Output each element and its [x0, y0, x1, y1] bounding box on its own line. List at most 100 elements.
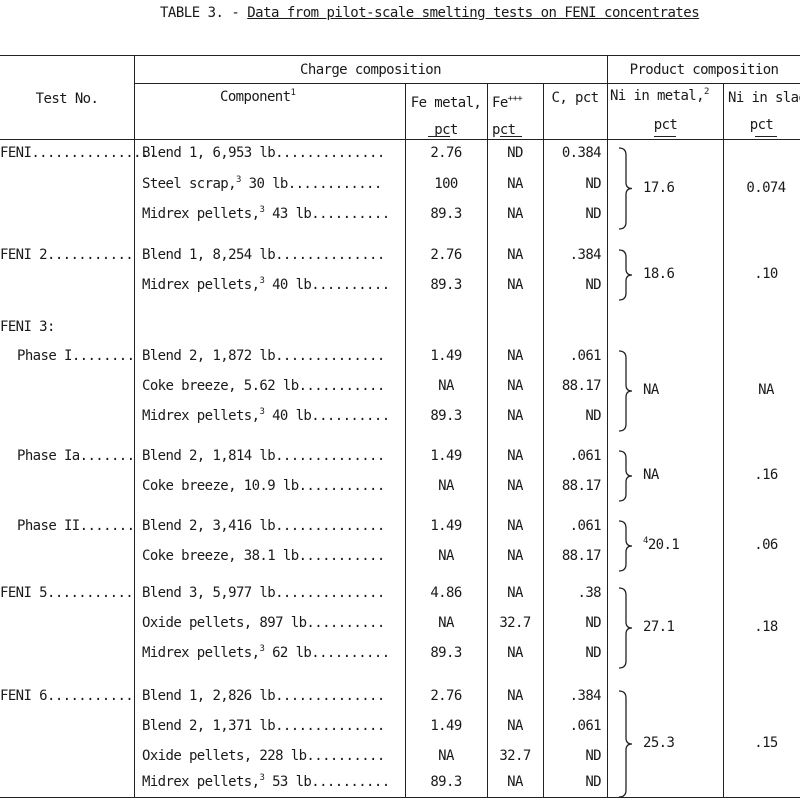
component-leader-dots: .............. — [275, 348, 385, 364]
fe3-cell: NA — [507, 408, 523, 424]
component-leader-dots: ............ — [287, 176, 383, 192]
component-cell: Blend 2, 1,872 lb.............. — [142, 348, 385, 364]
fe-metal-cell: 4.86 — [430, 585, 462, 601]
header-ni-metal: Ni in metal,2 — [610, 87, 709, 105]
component-name: Midrex pellets, — [142, 645, 260, 661]
fe-metal-cell: NA — [438, 378, 454, 394]
component-name: Blend 3, 5,977 lb — [142, 585, 276, 601]
group-brace — [618, 147, 633, 230]
header-component-note: 1 — [290, 88, 296, 98]
component-cell: Midrex pellets,3 40 lb.......... — [142, 276, 390, 294]
fe-metal-cell: 89.3 — [430, 408, 462, 424]
header-fe3-sup: +++ — [507, 94, 523, 104]
component-cell: Midrex pellets,3 40 lb.......... — [142, 407, 390, 425]
c-pct-cell: ND — [585, 645, 601, 661]
component-name: Blend 2, 3,416 lb — [142, 518, 276, 534]
top-rule — [0, 55, 800, 56]
component-name: Blend 1, 2,826 lb — [142, 688, 276, 704]
test-name: Phase I — [17, 348, 72, 364]
component-cell: Oxide pellets, 228 lb.......... — [142, 748, 385, 764]
component-footnote: 3 — [259, 407, 265, 417]
c-pct-cell: ND — [585, 615, 601, 631]
ni-metal-value: 27.1 — [643, 619, 675, 635]
test-leader-dots: ........... — [46, 585, 134, 601]
c-pct-cell: .38 — [577, 585, 602, 601]
header-fe3: Fe+++ pct — [492, 90, 523, 144]
c-pct-cell: ND — [585, 206, 601, 222]
test-leader-dots: ........... — [46, 688, 134, 704]
header-ni-metal-pct: pct — [653, 117, 678, 133]
test-label: Phase II....... — [17, 518, 135, 534]
fe3-cell: NA — [507, 645, 523, 661]
header-fe-metal-line1: Fe metal, — [410, 95, 482, 111]
fe3-cell: 32.7 — [499, 615, 531, 631]
test-label: FENI 6........... — [0, 688, 134, 704]
test-label: Phase I........ — [17, 348, 135, 364]
component-leader-dots: .......... — [311, 774, 390, 790]
ni-slag-cell: .06 — [754, 537, 778, 553]
ni-slag-cell: 0.074 — [746, 180, 786, 196]
component-cell: Blend 1, 2,826 lb.............. — [142, 688, 385, 704]
component-leader-dots: ........... — [298, 378, 386, 394]
c-pct-cell: .384 — [569, 688, 602, 704]
test-label: Phase Ia....... — [17, 448, 135, 464]
test-leader-dots: ....... — [79, 518, 135, 534]
header-ni-metal-note: 2 — [703, 87, 709, 97]
component-footnote: 3 — [235, 175, 241, 185]
fe3-cell: 32.7 — [499, 748, 531, 764]
fe3-cell: NA — [507, 718, 523, 734]
component-cell: Blend 1, 8,254 lb.............. — [142, 247, 385, 263]
component-cell: Oxide pellets, 897 lb.......... — [142, 615, 385, 631]
test-label: FENI................ — [0, 145, 157, 161]
component-amount: 62 lb — [264, 645, 312, 661]
test-name: FENI 6 — [0, 688, 48, 704]
header-bottom-rule — [0, 139, 800, 140]
component-amount: 43 lb — [264, 206, 312, 222]
fe3-cell: NA — [507, 688, 523, 704]
header-fe-metal-line2: pct — [434, 122, 458, 138]
component-amount: 40 lb — [264, 277, 312, 293]
group-brace — [618, 587, 633, 669]
ni-metal-cell: 27.1 — [643, 619, 675, 635]
header-component-label: Component — [220, 89, 291, 105]
component-cell: Coke breeze, 38.1 lb........... — [142, 548, 385, 564]
fe3-cell: NA — [507, 247, 523, 263]
fe3-cell: NA — [507, 277, 523, 293]
col-divider-component — [405, 84, 406, 797]
component-leader-dots: .............. — [275, 247, 385, 263]
component-leader-dots: .......... — [306, 748, 385, 764]
component-name: Midrex pellets, — [142, 206, 260, 222]
header-ni-slag-pct: pct — [749, 117, 774, 133]
header-component: Component1 — [220, 88, 296, 106]
c-pct-cell: 88.17 — [561, 478, 602, 494]
ni-slag-cell: .10 — [754, 266, 778, 282]
fe3-cell: NA — [507, 348, 523, 364]
component-name: Midrex pellets, — [142, 277, 260, 293]
underline-fe3-pct — [500, 136, 522, 137]
fe-metal-cell: NA — [438, 548, 454, 564]
test-leader-dots: ........ — [71, 348, 135, 364]
component-cell: Blend 2, 1,814 lb.............. — [142, 448, 385, 464]
test-name: FENI 5 — [0, 585, 48, 601]
header-test-no: Test No. — [35, 91, 99, 107]
fe-metal-cell: 2.76 — [430, 688, 462, 704]
component-name: Coke breeze, 10.9 lb — [142, 478, 299, 494]
header-fe3-line2: pct — [492, 122, 516, 138]
header-ni-slag: Ni in slag — [728, 90, 800, 106]
component-leader-dots: .......... — [306, 615, 385, 631]
ni-metal-cell: 18.6 — [643, 266, 675, 282]
component-name: Midrex pellets, — [142, 408, 260, 424]
component-cell: Steel scrap,3 30 lb............ — [142, 175, 383, 193]
fe-metal-cell: 2.76 — [430, 145, 462, 161]
header-c-pct: C, pct — [551, 90, 600, 106]
component-footnote: 3 — [259, 276, 265, 286]
bottom-rule — [0, 797, 800, 798]
component-footnote: 3 — [259, 773, 265, 783]
component-name: Oxide pellets, 897 lb — [142, 615, 307, 631]
component-name: Blend 2, 1,814 lb — [142, 448, 276, 464]
component-cell: Coke breeze, 5.62 lb........... — [142, 378, 385, 394]
component-leader-dots: .......... — [311, 408, 390, 424]
group-brace — [618, 520, 633, 572]
ni-metal-cell: 17.6 — [643, 180, 675, 196]
fe-metal-cell: NA — [438, 748, 454, 764]
